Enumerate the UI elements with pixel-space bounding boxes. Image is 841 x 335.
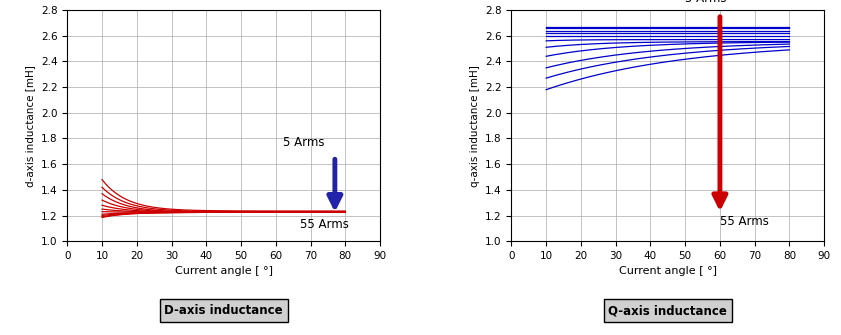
Y-axis label: q-axis inductance [mH]: q-axis inductance [mH] — [469, 65, 479, 187]
Text: 55 Arms: 55 Arms — [300, 218, 349, 231]
Text: 55 Arms: 55 Arms — [720, 215, 769, 228]
Text: D-axis inductance: D-axis inductance — [164, 304, 283, 317]
Text: 5 Arms: 5 Arms — [283, 136, 325, 149]
X-axis label: Current angle [ °]: Current angle [ °] — [175, 266, 272, 276]
Text: Q-axis inductance: Q-axis inductance — [608, 304, 727, 317]
X-axis label: Current angle [ °]: Current angle [ °] — [619, 266, 717, 276]
Y-axis label: d-axis inductance [mH]: d-axis inductance [mH] — [25, 65, 35, 187]
Text: 5 Arms: 5 Arms — [685, 0, 727, 5]
